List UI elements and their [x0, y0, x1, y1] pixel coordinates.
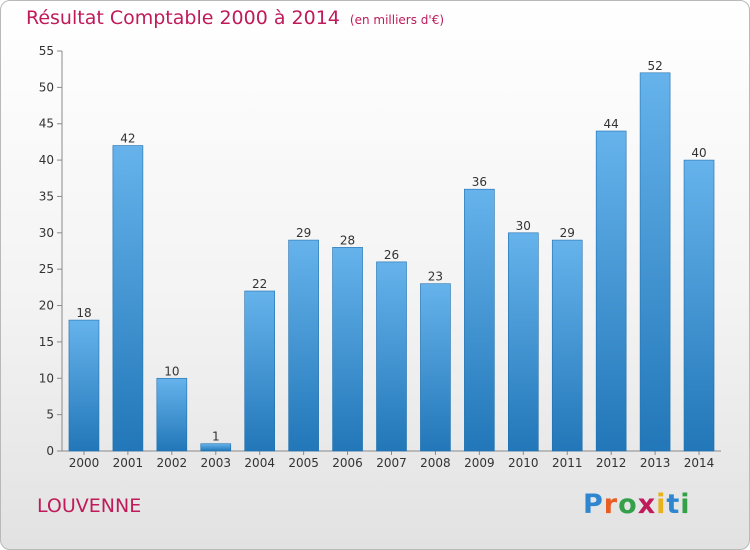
bar-2001	[112, 145, 144, 452]
bar-2000	[68, 319, 100, 452]
data-label-2005: 29	[296, 226, 311, 240]
y-tick-label: 30	[39, 226, 54, 240]
y-tick-label: 50	[39, 80, 54, 94]
x-tick-label-2003: 2003	[200, 456, 231, 470]
bar-2014	[683, 159, 715, 452]
data-label-2001: 42	[120, 132, 135, 146]
x-tick-label-2005: 2005	[288, 456, 319, 470]
x-tick-label-2011: 2011	[552, 456, 583, 470]
x-tick-label-2012: 2012	[596, 456, 627, 470]
x-tick-label-2009: 2009	[464, 456, 495, 470]
chart-subtitle: (en milliers d'€)	[349, 13, 445, 27]
chart-bars: 18 42 10 1 22 29 28 26 23 36 30 29 44 52 40	[68, 59, 715, 452]
bar-2010	[507, 232, 539, 452]
y-tick-label: 35	[39, 189, 54, 203]
x-tick-label-2010: 2010	[508, 456, 539, 470]
bar-2012	[595, 130, 627, 452]
x-tick-label-2000: 2000	[69, 456, 100, 470]
bar-2007	[376, 261, 407, 452]
data-label-2009: 36	[472, 175, 487, 189]
y-tick-label: 45	[39, 117, 54, 131]
bar-2008	[420, 283, 451, 452]
bar-2006	[332, 247, 363, 452]
data-label-2004: 22	[252, 277, 267, 291]
y-tick-label: 5	[46, 408, 54, 422]
data-label-2003: 1	[212, 430, 220, 444]
y-tick-label: 0	[46, 444, 54, 458]
x-tick-label-2001: 2001	[113, 456, 144, 470]
data-label-2012: 44	[604, 117, 619, 131]
x-tick-label-2008: 2008	[420, 456, 451, 470]
data-label-2008: 23	[428, 270, 443, 284]
x-tick-label-2002: 2002	[157, 456, 188, 470]
data-label-2010: 30	[516, 219, 531, 233]
data-label-2013: 52	[647, 59, 662, 73]
x-tick-label-2006: 2006	[332, 456, 363, 470]
y-tick-label: 10	[39, 371, 54, 385]
y-tick-label: 25	[39, 262, 54, 276]
data-label-2011: 29	[560, 226, 575, 240]
bar-2002	[156, 377, 188, 452]
bar-2011	[551, 239, 583, 452]
y-tick-label: 55	[39, 44, 54, 58]
data-label-2006: 28	[340, 233, 355, 247]
x-tick-label-2007: 2007	[376, 456, 407, 470]
bar-2009	[464, 188, 495, 452]
x-tick-label-2013: 2013	[640, 456, 671, 470]
y-tick-label: 40	[39, 153, 54, 167]
bar-2004	[244, 290, 275, 452]
data-label-2007: 26	[384, 248, 399, 262]
chart-title: Résultat Comptable 2000 à 2014 (en millie…	[26, 7, 444, 29]
x-tick-label-2004: 2004	[244, 456, 275, 470]
bar-2013	[639, 72, 671, 452]
y-tick-label: 15	[39, 335, 54, 349]
data-label-2002: 10	[164, 364, 179, 378]
chart-title-text: Résultat Comptable 2000 à 2014	[26, 7, 340, 29]
commune-name: LOUVENNE	[37, 495, 142, 517]
bar-2003	[200, 443, 232, 452]
bar-2005	[288, 239, 319, 452]
x-tick-label-2014: 2014	[684, 456, 715, 470]
data-label-2000: 18	[76, 306, 91, 320]
data-label-2014: 40	[691, 146, 706, 160]
proxiti-logo: Proxiti	[583, 489, 691, 520]
y-tick-label: 20	[39, 299, 54, 313]
